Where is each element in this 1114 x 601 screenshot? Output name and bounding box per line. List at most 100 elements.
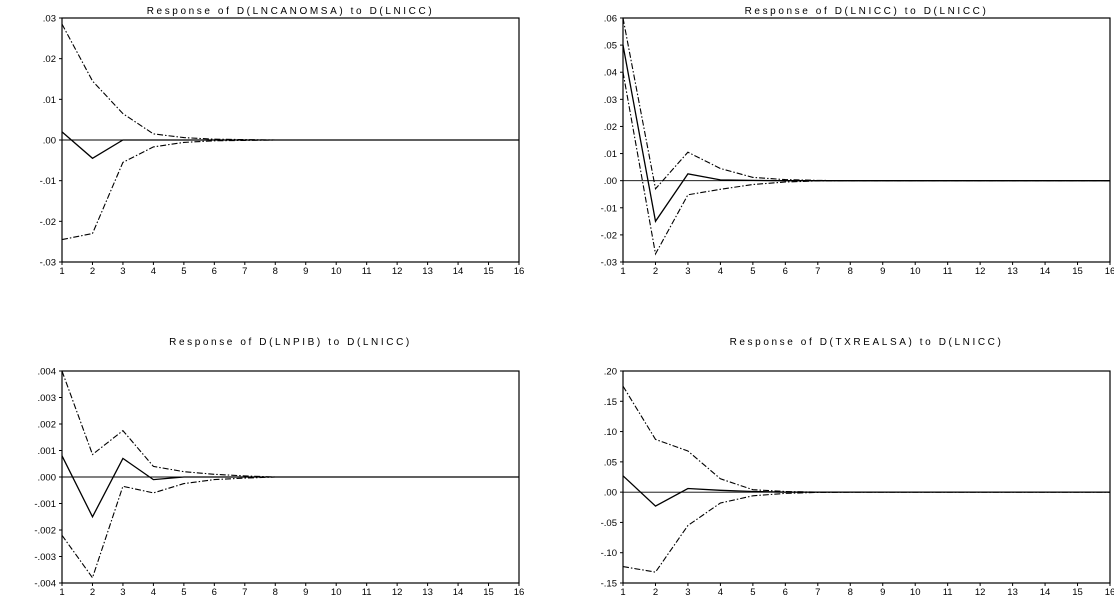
x-tick-label: 14: [453, 587, 464, 598]
response-line: [61, 131, 519, 160]
irf-panel-txrealsa: Response of D(TXREALSA) to D(LNICC) -.15 -…: [556, 300, 1114, 601]
y-tick-label: .003: [38, 393, 57, 404]
response-line: [622, 475, 1110, 507]
x-tick-label: 15: [483, 266, 494, 277]
x-tick-label: 7: [242, 587, 247, 598]
y-tick-label: .03: [43, 14, 56, 25]
x-tick-label: 3: [685, 266, 690, 277]
x-tick-label: 3: [120, 266, 125, 277]
x-tick-label: 14: [1040, 587, 1051, 598]
y-tick-label: .20: [604, 367, 617, 378]
y-tick-label: -.01: [40, 176, 56, 187]
upper-band-line: [61, 370, 519, 478]
x-tick-label: 7: [242, 266, 247, 277]
x-tick-label: 13: [1007, 266, 1018, 277]
y-tick-label: -.03: [601, 258, 617, 269]
chart-title: Response of D(TXREALSA) to D(LNICC): [730, 337, 1004, 348]
y-tick-label: .05: [604, 457, 617, 468]
y-tick-label: .00: [604, 176, 617, 187]
response-line: [61, 455, 519, 519]
x-tick-label: 15: [1072, 587, 1083, 598]
x-tick-label: 6: [783, 266, 788, 277]
x-tick-label: 12: [975, 587, 986, 598]
y-tick-label: -.03: [40, 258, 56, 269]
x-tick-label: 8: [273, 587, 278, 598]
y-tick-label: .15: [604, 397, 617, 408]
x-tick-label: 2: [653, 587, 658, 598]
irf-panel-lncanomsa: Response of D(LNCANOMSA) to D(LNICC) -.03…: [0, 0, 540, 290]
y-tick-label: .000: [38, 473, 57, 484]
y-tick-label: .00: [604, 488, 617, 499]
upper-band-line: [622, 17, 1110, 191]
x-tick-label: 11: [943, 266, 953, 277]
x-tick-label: 1: [620, 266, 625, 277]
y-tick-label: -.003: [34, 552, 56, 563]
x-tick-label: 1: [59, 587, 64, 598]
irf-chart-lnpib: Response of D(LNPIB) to D(LNICC) -.004 -.0…: [34, 337, 524, 598]
irf-chart-lnicc: Response of D(LNICC) to D(LNICC) -.03 -.02…: [601, 6, 1114, 277]
x-tick-label: 9: [303, 266, 308, 277]
y-tick-label: .03: [604, 95, 617, 106]
y-tick-label: .004: [38, 367, 57, 378]
x-tick-label: 14: [1040, 266, 1051, 277]
x-tick-label: 7: [815, 587, 820, 598]
lower-band-line: [622, 72, 1110, 256]
x-tick-label: 16: [1105, 587, 1114, 598]
irf-chart-lncanomsa: Response of D(LNCANOMSA) to D(LNICC) -.03…: [40, 6, 525, 277]
x-tick-label: 6: [212, 266, 217, 277]
x-tick-label: 11: [362, 266, 372, 277]
x-tick-label: 10: [331, 587, 342, 598]
x-tick-label: 3: [685, 587, 690, 598]
x-tick-label: 2: [90, 587, 95, 598]
x-tick-label: 9: [880, 587, 885, 598]
x-tick-label: 4: [151, 266, 156, 277]
y-tick-label: -.004: [34, 579, 56, 590]
irf-chart-txrealsa: Response of D(TXREALSA) to D(LNICC) -.15 -…: [601, 337, 1114, 598]
y-tick-label: .002: [38, 420, 57, 431]
x-tick-label: 13: [1007, 587, 1018, 598]
x-tick-label: 12: [392, 266, 403, 277]
y-tick-label: .001: [38, 446, 57, 457]
x-tick-label: 1: [620, 587, 625, 598]
plot-frame: [622, 17, 1111, 263]
x-tick-label: 8: [848, 266, 853, 277]
irf-panel-lnicc: Response of D(LNICC) to D(LNICC) -.03 -.02…: [556, 0, 1114, 290]
x-tick-label: 10: [331, 266, 342, 277]
x-tick-label: 5: [181, 587, 186, 598]
lower-band-line: [61, 139, 519, 241]
y-tick-label: .02: [43, 54, 56, 65]
x-tick-label: 8: [273, 266, 278, 277]
y-tick-label: .01: [604, 149, 617, 160]
y-tick-label: .02: [604, 122, 617, 133]
y-tick-label: .06: [604, 14, 617, 25]
x-tick-label: 16: [514, 266, 525, 277]
y-tick-label: -.001: [34, 499, 56, 510]
x-tick-label: 4: [151, 587, 156, 598]
y-tick-label: -.10: [601, 548, 617, 559]
chart-title: Response of D(LNICC) to D(LNICC): [745, 6, 989, 17]
x-tick-label: 1: [59, 266, 64, 277]
x-tick-label: 5: [750, 266, 755, 277]
chart-title: Response of D(LNCANOMSA) to D(LNICC): [147, 6, 435, 17]
x-tick-label: 9: [880, 266, 885, 277]
x-tick-label: 7: [815, 266, 820, 277]
y-tick-label: -.02: [601, 230, 617, 241]
x-tick-label: 5: [181, 266, 186, 277]
x-tick-label: 6: [212, 587, 217, 598]
x-tick-label: 11: [362, 587, 372, 598]
lower-band-line: [61, 476, 519, 579]
x-tick-label: 2: [90, 266, 95, 277]
y-tick-label: .01: [43, 95, 56, 106]
y-tick-label: -.01: [601, 203, 617, 214]
x-tick-label: 12: [975, 266, 986, 277]
x-tick-label: 8: [848, 587, 853, 598]
irf-panel-lnpib: Response of D(LNPIB) to D(LNICC) -.004 -.0…: [0, 300, 540, 601]
lower-band-line: [622, 491, 1110, 573]
x-tick-label: 10: [910, 587, 921, 598]
x-tick-label: 4: [718, 587, 723, 598]
x-tick-label: 6: [783, 587, 788, 598]
response-line: [622, 44, 1110, 223]
x-tick-label: 13: [422, 587, 433, 598]
y-tick-label: -.02: [40, 217, 56, 228]
x-tick-label: 9: [303, 587, 308, 598]
